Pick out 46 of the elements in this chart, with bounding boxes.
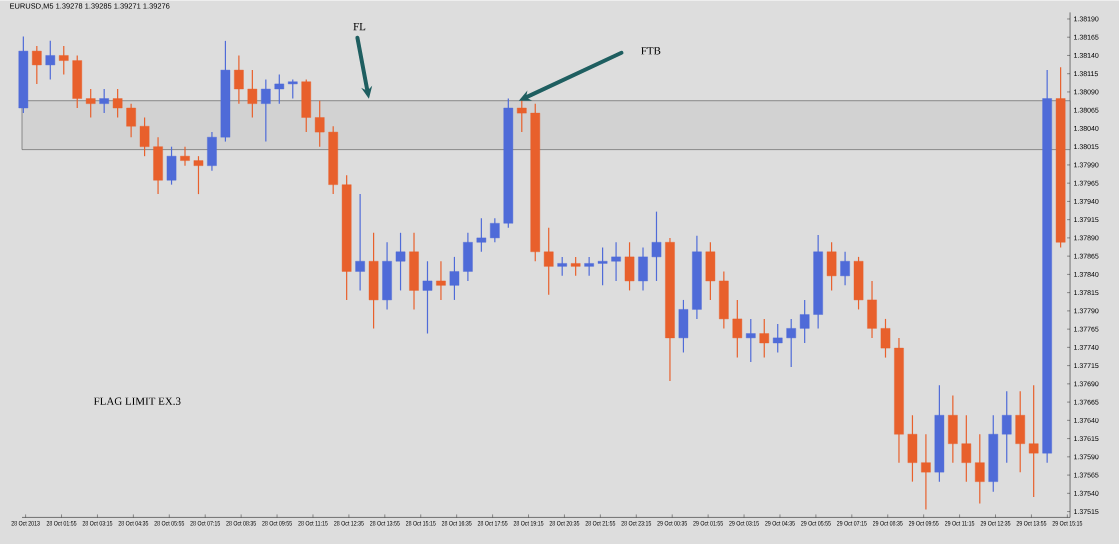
candlestick <box>611 241 621 282</box>
candlestick <box>651 210 662 282</box>
annotation: FL <box>353 22 366 30</box>
candlestick <box>799 299 810 344</box>
candlestick <box>746 318 756 363</box>
candlestick <box>126 102 136 138</box>
candlestick <box>597 246 608 286</box>
candlestick <box>570 256 581 277</box>
candlestick <box>840 250 850 286</box>
candlestick <box>557 256 567 277</box>
candlestick <box>436 260 446 301</box>
candlestick <box>180 145 190 167</box>
candlestick <box>449 256 460 301</box>
candlestick <box>274 73 285 105</box>
candlestick <box>234 54 244 105</box>
annotation: FLAG LIMIT EX.3 <box>93 397 181 405</box>
candlestick <box>58 45 69 75</box>
candlestick <box>961 414 972 483</box>
candlestick <box>395 231 406 291</box>
candlestick <box>543 226 554 296</box>
candlestick <box>422 260 433 334</box>
candlestick <box>584 256 594 277</box>
candlestick <box>45 40 56 80</box>
candlestick <box>1028 384 1039 498</box>
candlestick <box>247 69 258 118</box>
candlestick <box>314 99 325 148</box>
candlestick <box>99 88 109 114</box>
candlestick <box>261 78 271 142</box>
candlestick <box>732 299 743 358</box>
candlestick <box>759 318 770 358</box>
candlestick <box>139 116 150 157</box>
candlestick <box>355 193 365 291</box>
candlestick <box>490 217 500 243</box>
candlestick <box>921 433 931 510</box>
candlestick <box>975 433 985 504</box>
candlestick <box>772 323 783 353</box>
candlestick <box>287 78 298 99</box>
annotation: FTB <box>641 46 661 55</box>
candlestick <box>1001 390 1012 464</box>
candlestick <box>786 318 796 368</box>
candlestick <box>193 155 204 195</box>
candlestick <box>880 318 891 358</box>
candlestick <box>85 88 96 118</box>
candlestick <box>112 88 123 118</box>
candlestick <box>476 217 487 253</box>
candlestick <box>32 45 42 85</box>
